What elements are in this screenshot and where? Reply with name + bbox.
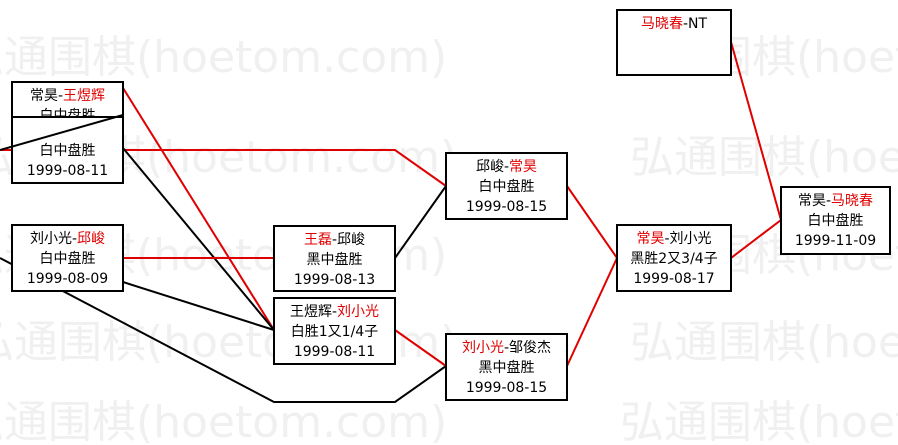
match-title: 王煜辉-刘小光 <box>290 304 379 320</box>
connector <box>0 257 447 403</box>
connector <box>566 185 619 367</box>
match-result: 白中盘胜 <box>808 212 864 229</box>
connector <box>394 329 447 367</box>
match-title: 王磊-邱峻 <box>304 232 365 248</box>
box <box>11 224 124 292</box>
match-date: 1999-08-11 <box>27 163 108 179</box>
player: 刘小光 <box>30 231 72 247</box>
player: 邱峻 <box>77 231 105 247</box>
match-date: 1999-08-15 <box>466 199 547 215</box>
player: - <box>826 193 831 209</box>
match-box: 白中盘胜 1999-08-11 <box>11 116 124 184</box>
connector <box>0 149 447 187</box>
player: 常昊 <box>509 159 537 175</box>
watermark: 弘通围棋(hoetom.com) <box>620 397 898 445</box>
match-date: 1999-08-17 <box>633 271 714 287</box>
player: 常昊 <box>798 193 826 209</box>
connector <box>122 281 275 331</box>
player: - <box>332 232 337 248</box>
box <box>273 225 396 292</box>
player: 邱峻 <box>476 159 504 175</box>
match-result: 黑中盘胜 <box>479 359 535 376</box>
player: 刘小光 <box>670 231 712 247</box>
player: 王磊 <box>304 232 332 248</box>
match-result: 白胜1又1/4子 <box>291 324 378 340</box>
player: - <box>332 304 337 320</box>
match-result: 白中盘胜 <box>40 142 96 159</box>
match-title: 刘小光-邱峻 <box>30 231 105 247</box>
player: 常昊 <box>636 231 664 247</box>
player: - <box>504 159 509 175</box>
box <box>780 186 891 255</box>
connector <box>122 147 275 331</box>
match-date: 1999-11-09 <box>795 233 876 249</box>
match-title: 马晓春-NT <box>641 16 708 32</box>
player: - <box>504 340 509 356</box>
match-title: 刘小光-邹俊杰 <box>462 340 551 356</box>
player: - <box>664 231 669 247</box>
match-result: 黑中盘胜 <box>307 251 363 268</box>
box <box>616 224 732 292</box>
box <box>11 116 124 184</box>
connector <box>394 185 447 259</box>
match-title: 常昊-刘小光 <box>636 231 711 247</box>
match-title: 常昊-王煜辉 <box>30 88 105 104</box>
match-date: 1999-08-15 <box>466 380 547 396</box>
player: 刘小光 <box>337 304 379 320</box>
player: 刘小光 <box>462 340 504 356</box>
player: -NT <box>683 16 708 32</box>
player: - <box>72 231 77 247</box>
watermark: 弘通围棋(hoetom.com) <box>630 317 898 368</box>
match-title: 常昊-马晓春 <box>798 193 873 209</box>
player: 马晓春 <box>641 16 683 32</box>
connector <box>122 87 275 331</box>
player: 王煜辉 <box>63 88 105 104</box>
match-boxes: 常昊-王煜辉白中盘胜1999-08-09白中盘胜1999-08-11刘小光-邱峻… <box>11 9 891 401</box>
player: 常昊 <box>30 88 58 104</box>
match-box: 马晓春-NT <box>616 9 732 76</box>
player: - <box>58 88 63 104</box>
box <box>273 297 396 365</box>
watermark: 弘通围棋(hoetom.com) <box>0 32 447 83</box>
match-result: 白中盘胜 <box>479 178 535 195</box>
box <box>616 9 732 76</box>
watermark: 弘通围棋(hoetom.com) <box>0 397 447 445</box>
player: 马晓春 <box>831 193 873 209</box>
player: 邱峻 <box>337 232 365 248</box>
match-date: 1999-08-11 <box>294 344 375 360</box>
match-title: 邱峻-常昊 <box>476 159 537 175</box>
match-date: 1999-08-09 <box>27 271 108 287</box>
match-result: 白中盘胜 <box>40 250 96 267</box>
match-date: 1999-08-13 <box>294 272 375 288</box>
player: 王煜辉 <box>290 304 332 320</box>
box <box>445 152 568 220</box>
connector <box>0 114 124 151</box>
player: 邹俊杰 <box>509 340 551 356</box>
box <box>445 333 568 401</box>
match-result: 黑胜2又3/4子 <box>630 251 717 267</box>
